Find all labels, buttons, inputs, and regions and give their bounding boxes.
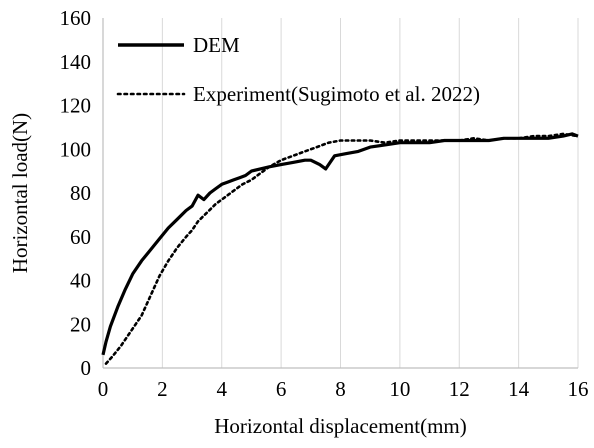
y-tick-label: 20 (70, 312, 91, 336)
series-layer (101, 132, 580, 365)
y-axis-label: Horizontal load(N) (8, 113, 32, 273)
legend-label-experiment: Experiment(Sugimoto et al. 2022) (193, 82, 480, 106)
legend-label-dem: DEM (193, 33, 240, 57)
legend: DEM Experiment(Sugimoto et al. 2022) (116, 33, 480, 106)
grid-layer (161, 18, 579, 368)
x-tick-label: 8 (335, 377, 346, 401)
y-tick-label: 140 (60, 50, 92, 74)
y-tick-label: 40 (70, 269, 91, 293)
x-tick-label: 12 (449, 377, 470, 401)
x-tick-label: 10 (389, 377, 410, 401)
x-axis-label: Horizontal displacement(mm) (214, 414, 467, 438)
axes-layer (102, 18, 578, 369)
x-tick-label: 0 (98, 377, 109, 401)
y-tick-label: 160 (60, 6, 92, 30)
series-line-0 (101, 132, 579, 356)
y-tick-label: 120 (60, 94, 92, 118)
x-tick-label: 14 (508, 377, 530, 401)
y-tick-label: 80 (70, 181, 91, 205)
y-tick-label: 100 (60, 137, 92, 161)
x-tick-label: 16 (568, 377, 589, 401)
y-tick-label: 60 (70, 225, 91, 249)
series-line-1 (104, 132, 580, 365)
x-tick-label: 2 (157, 377, 168, 401)
y-tick-label: 0 (81, 356, 92, 380)
x-tick-label: 4 (217, 377, 228, 401)
x-tick-label: 6 (276, 377, 287, 401)
